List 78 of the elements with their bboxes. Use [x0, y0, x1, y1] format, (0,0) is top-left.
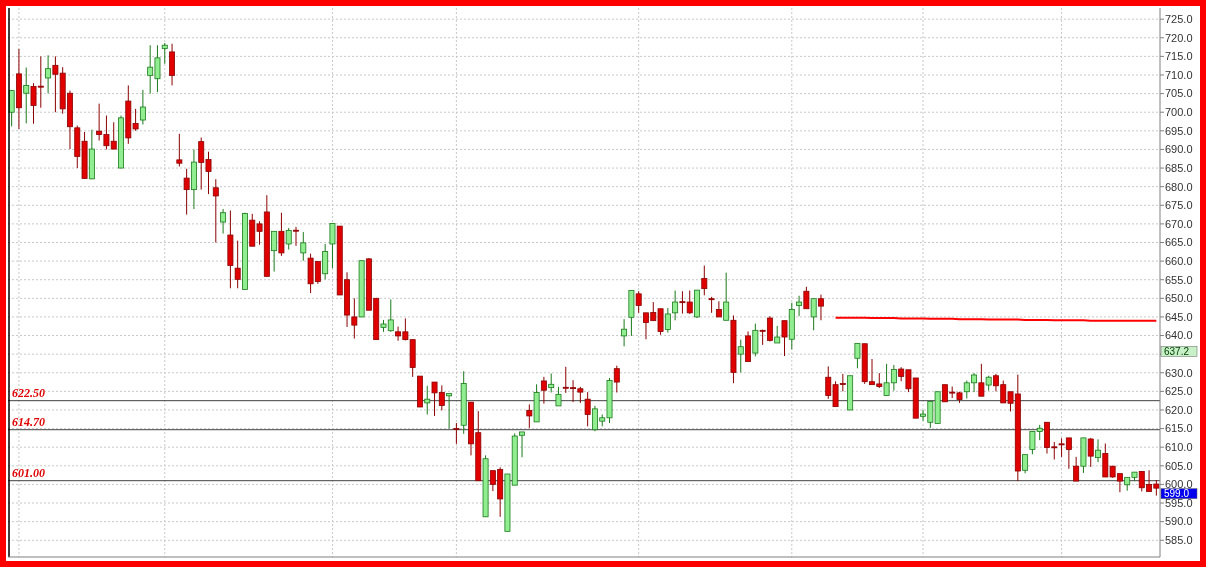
y-tick-label: 650.0 — [1165, 292, 1193, 305]
y-tick-label: 655.0 — [1165, 273, 1193, 286]
y-tick-label: 725.0 — [1165, 13, 1193, 26]
candlestick — [183, 168, 190, 216]
candlestick — [293, 226, 299, 247]
candlestick — [23, 67, 30, 124]
candlestick — [45, 54, 52, 94]
candlestick — [176, 133, 183, 168]
candlestick — [737, 339, 744, 373]
y-tick-label: 605.0 — [1165, 459, 1193, 472]
candlestick — [169, 43, 175, 86]
candlestick — [555, 386, 562, 407]
candlestick — [285, 227, 292, 251]
candlestick — [701, 265, 708, 296]
candlestick — [664, 307, 671, 334]
candlestick — [1087, 437, 1094, 468]
candlestick — [526, 403, 533, 429]
y-tick-label: 720.0 — [1165, 31, 1193, 44]
candlestick — [715, 300, 722, 318]
candlestick — [810, 298, 817, 331]
y-tick-label: 645.0 — [1165, 310, 1193, 323]
candlestick — [1022, 454, 1029, 474]
y-tick-label: 705.0 — [1165, 87, 1193, 100]
candlestick — [978, 363, 985, 397]
y-tick-label: 715.0 — [1165, 50, 1193, 63]
candlestick — [161, 42, 168, 65]
y-tick-label: 590.0 — [1165, 515, 1193, 528]
y-tick-label: 700.0 — [1165, 106, 1193, 119]
y-tick-label: 710.0 — [1165, 68, 1193, 81]
candlestick — [854, 342, 861, 369]
y-tick-label: 620.0 — [1165, 403, 1193, 416]
ref-line-label: 614.70 — [12, 414, 45, 429]
y-tick-label: 640.0 — [1165, 329, 1193, 342]
y-tick-label: 585.0 — [1165, 534, 1193, 547]
y-tick-label: 625.0 — [1165, 385, 1193, 398]
ref-line-label: 601.00 — [12, 465, 45, 480]
candlestick — [672, 290, 679, 321]
y-tick-label: 615.0 — [1165, 422, 1193, 435]
candlestick — [584, 391, 591, 427]
candlestick — [351, 297, 358, 340]
y-tick-label: 690.0 — [1165, 143, 1193, 156]
candlestick — [329, 223, 336, 269]
y-tick-label: 665.0 — [1165, 236, 1193, 249]
candlestick — [234, 240, 241, 289]
candlestick — [271, 230, 278, 273]
candlestick — [781, 320, 788, 357]
y-tick-label: 630.0 — [1165, 366, 1193, 379]
candlestick — [322, 243, 329, 280]
candlestick — [1073, 456, 1080, 482]
candlestick — [621, 318, 628, 347]
candlestick — [613, 365, 620, 393]
y-tick-label: 685.0 — [1165, 161, 1193, 174]
y-tick-label: 675.0 — [1165, 199, 1193, 212]
y-tick-label: 680.0 — [1165, 180, 1193, 193]
y-tick-label: 600.0 — [1165, 478, 1193, 491]
candlestick — [723, 272, 730, 321]
candlestick — [220, 208, 227, 235]
candlestick — [752, 323, 759, 357]
text: 637.2 — [1164, 345, 1190, 357]
candlestick — [424, 385, 431, 415]
y-tick-label: 610.0 — [1165, 441, 1193, 454]
candlestick — [139, 89, 146, 125]
candlestick — [540, 376, 547, 405]
y-tick-label: 660.0 — [1165, 254, 1193, 267]
candlestick — [796, 295, 803, 317]
candlestick — [446, 393, 453, 430]
y-tick-label: 670.0 — [1165, 217, 1193, 230]
y-tick-label: 695.0 — [1165, 124, 1193, 137]
candlestick — [803, 286, 810, 310]
candlestick — [818, 294, 824, 321]
candlestick — [635, 290, 642, 314]
candlestick — [300, 231, 307, 262]
candlestick — [212, 178, 219, 243]
candlestick — [1095, 438, 1101, 463]
ref-line-label: 622.50 — [12, 385, 45, 400]
candlestick — [278, 212, 285, 257]
candlestick — [548, 373, 555, 393]
candlestick — [453, 422, 460, 445]
